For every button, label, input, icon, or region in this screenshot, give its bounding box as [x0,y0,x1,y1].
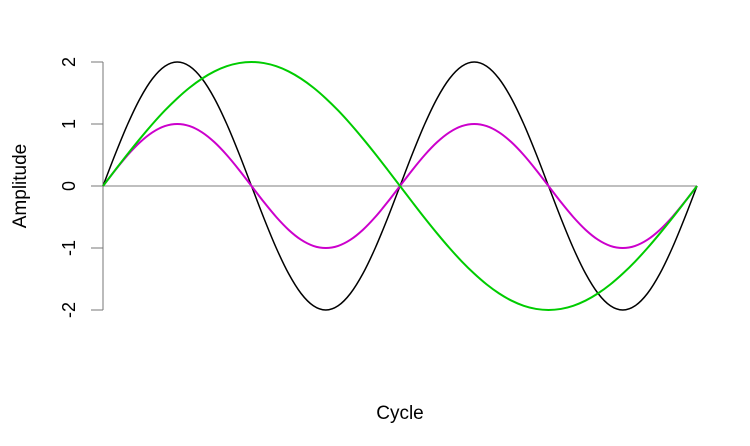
y-tick-label: -1 [59,240,79,256]
x-axis-label: Cycle [376,403,424,424]
y-axis-label: Amplitude [10,144,31,229]
y-tick-label: 1 [59,119,79,129]
y-tick-label: 2 [59,57,79,67]
y-tick-label: -2 [59,302,79,318]
series-line-2 [102,60,698,312]
y-tick-label: 0 [59,181,79,191]
